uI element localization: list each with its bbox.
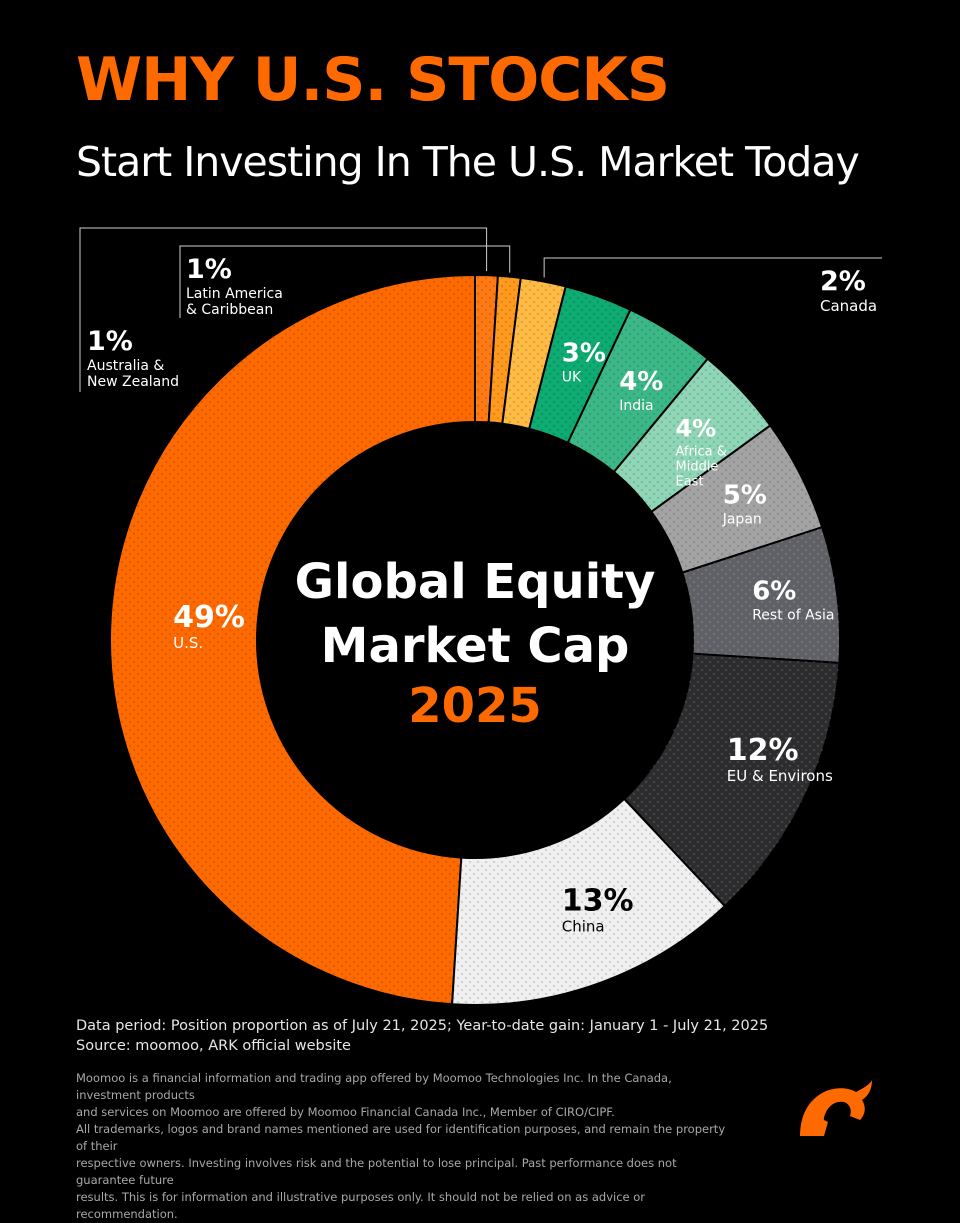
slice-canada-texture — [502, 277, 566, 429]
center-label-line2: Market Cap — [321, 618, 630, 674]
category-label-u-s: U.S. — [173, 634, 203, 652]
slice-rest-of-asia-texture — [682, 527, 840, 663]
disclaimer-line: All trademarks, logos and brand names me… — [76, 1122, 726, 1153]
category-label-japan: Japan — [722, 512, 762, 528]
value-label-china: 13% — [562, 883, 634, 918]
value-label-u-s: 49% — [173, 600, 245, 635]
page-title: WHY U.S. STOCKS — [76, 45, 670, 115]
value-label-japan: 5% — [723, 481, 767, 511]
center-label-line1: Global Equity — [295, 554, 656, 610]
disclaimer-line: respective owners. Investing involves ri… — [76, 1156, 677, 1187]
leader-line-australia-new-zealand — [79, 227, 488, 392]
slice-india-texture — [567, 309, 708, 473]
category-label-canada: Canada — [820, 297, 877, 315]
value-label-india: 4% — [619, 367, 663, 397]
slice-eu-environs-texture — [624, 653, 840, 907]
category-label-china: China — [562, 917, 605, 935]
category-label-india: India — [619, 398, 653, 414]
moomoo-bull-logo — [800, 1080, 872, 1136]
value-label-canada: 2% — [820, 266, 866, 297]
disclaimer-line: and services on Moomoo are offered by Mo… — [76, 1105, 615, 1119]
slice-uk-texture — [529, 286, 631, 443]
category-label-eu-environs: EU & Environs — [727, 767, 833, 785]
leader-line-canada — [543, 257, 882, 278]
slice-u-s-texture — [109, 275, 476, 1005]
value-label-africa-middle-east: 4% — [675, 414, 716, 442]
category-label-latin-america-caribbean: & Caribbean — [186, 302, 273, 318]
value-label-rest-of-asia: 6% — [752, 576, 796, 606]
category-label-australia-new-zealand: Australia & — [87, 358, 164, 374]
value-label-uk: 3% — [562, 339, 606, 369]
slice-china-texture — [452, 798, 725, 1006]
data-notes: Data period: Position proportion as of J… — [76, 1016, 768, 1056]
category-label-africa-middle-east: Africa & — [675, 444, 726, 459]
source-text: Source: moomoo, ARK official website — [76, 1038, 351, 1054]
value-label-eu-environs: 12% — [727, 733, 799, 768]
category-label-latin-america-caribbean: Latin America — [186, 286, 283, 302]
value-label-australia-new-zealand: 1% — [87, 326, 133, 357]
category-label-africa-middle-east: East — [675, 474, 703, 489]
slice-latin-america-caribbean-texture — [488, 275, 521, 424]
slice-japan-texture — [651, 425, 823, 573]
center-label-year: 2025 — [408, 678, 542, 734]
disclaimer-line: results. This is for information and ill… — [76, 1190, 646, 1221]
disclaimer: Moomoo is a financial information and tr… — [76, 1070, 736, 1223]
category-label-australia-new-zealand: New Zealand — [87, 374, 179, 390]
slice-australia-new-zealand-texture — [475, 275, 498, 423]
disclaimer-line: Moomoo is a financial information and tr… — [76, 1071, 672, 1102]
page-subtitle: Start Investing In The U.S. Market Today — [76, 138, 860, 186]
category-label-africa-middle-east: Middle — [675, 459, 718, 474]
category-label-rest-of-asia: Rest of Asia — [752, 607, 834, 623]
category-label-uk: UK — [562, 370, 582, 386]
data-period-text: Data period: Position proportion as of J… — [76, 1018, 769, 1034]
slice-africa-middle-east-texture — [613, 358, 771, 512]
value-label-latin-america-caribbean: 1% — [186, 254, 232, 285]
leader-line-latin-america-caribbean — [179, 245, 511, 318]
